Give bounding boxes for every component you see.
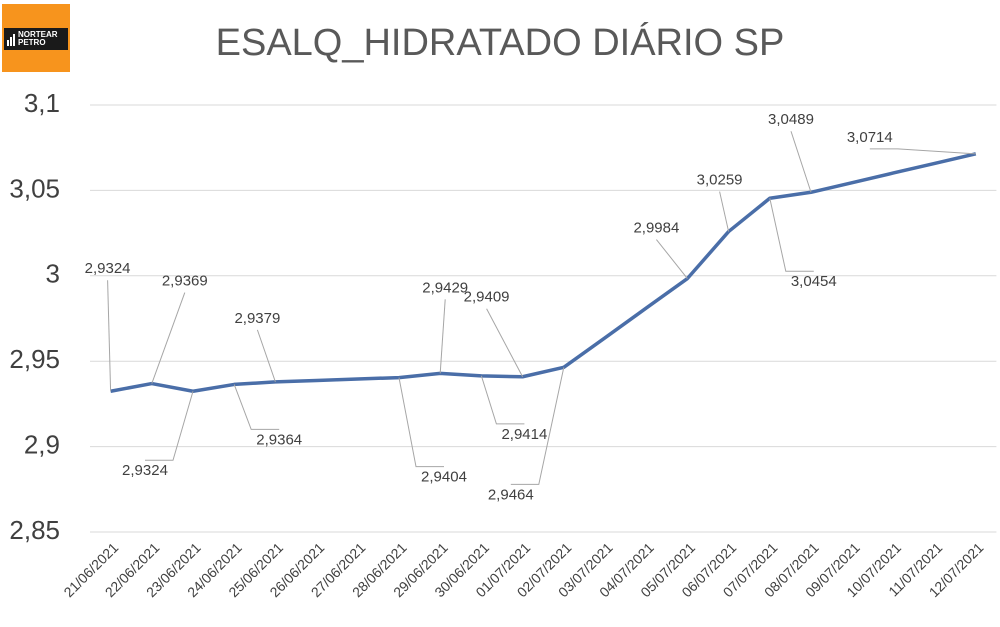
logo-text: PETRO [18, 38, 46, 47]
leader-line [656, 239, 688, 279]
data-label: 2,9984 [633, 220, 679, 237]
data-label: 2,9369 [162, 273, 208, 290]
logo-bar [7, 40, 9, 46]
leader-line [769, 198, 814, 272]
data-label: 3,0489 [768, 111, 814, 128]
data-label: 3,0714 [847, 129, 893, 146]
leader-line [256, 329, 276, 383]
chart-title: ESALQ_HIDRATADO DIÁRIO SP [216, 21, 785, 64]
leader-line [233, 384, 280, 430]
leader-line [151, 292, 186, 384]
logo-band [4, 28, 68, 50]
logo-bar [10, 37, 12, 46]
y-tick-label: 3,1 [24, 88, 60, 118]
logo-text: NORTEAR [18, 30, 58, 39]
data-label: 2,9324 [85, 260, 131, 277]
y-tick-label: 2,9 [24, 429, 60, 459]
series-line [110, 152, 977, 394]
logo: NORTEAR PETRO [2, 4, 70, 72]
leader-line [439, 299, 446, 374]
data-label: 2,9414 [501, 426, 547, 443]
leader-line [145, 391, 194, 461]
data-label: 2,9409 [464, 289, 510, 306]
leader-line [398, 377, 444, 468]
leader-line [107, 280, 112, 392]
y-tick-label: 3 [46, 259, 60, 289]
data-label: 3,0259 [697, 172, 743, 189]
logo-bar [13, 34, 15, 46]
data-label: 2,9379 [234, 310, 280, 327]
leader-line [790, 131, 812, 193]
data-label: 2,9429 [422, 279, 468, 296]
leader-line [719, 191, 730, 232]
data-label: 2,9464 [488, 486, 534, 503]
leader-line [510, 367, 565, 485]
y-tick-label: 3,05 [9, 173, 60, 203]
y-tick-label: 2,95 [9, 344, 60, 374]
data-label: 2,9404 [421, 469, 467, 486]
data-label: 2,9364 [256, 431, 302, 448]
leader-line [869, 148, 976, 155]
y-tick-label: 2,85 [9, 515, 60, 545]
data-label: 3,0454 [791, 273, 837, 290]
data-label: 2,9324 [122, 462, 168, 479]
leader-line [480, 375, 525, 425]
leader-line [486, 308, 524, 377]
